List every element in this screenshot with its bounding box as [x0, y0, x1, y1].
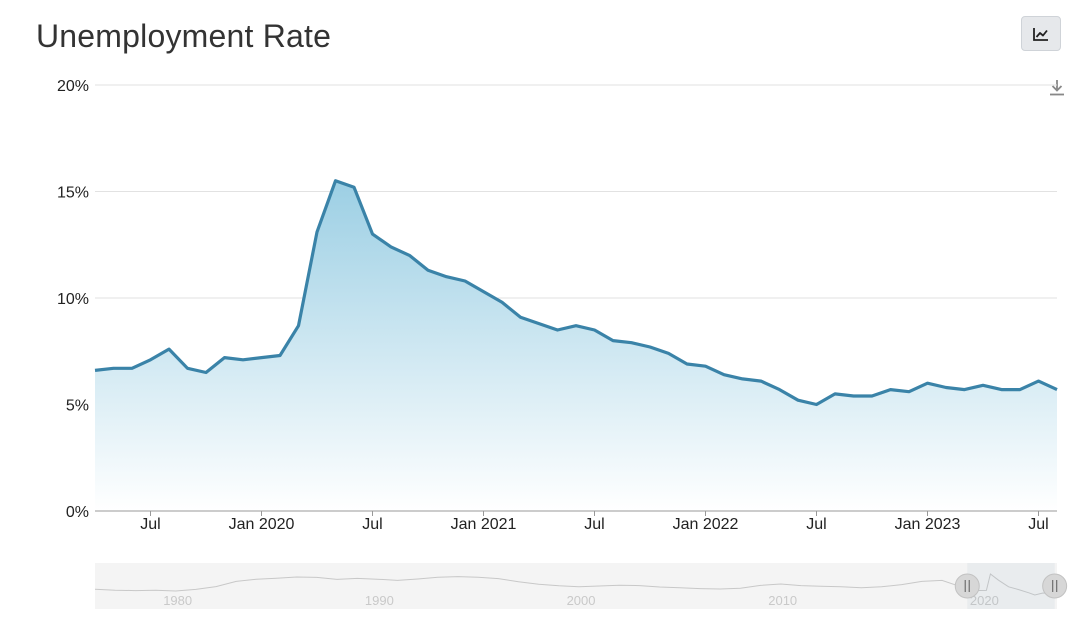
x-tick-label: Jan 2021 — [451, 516, 517, 533]
data-point-2019-07[interactable] — [148, 357, 154, 363]
data-point-2020-01[interactable] — [259, 355, 265, 361]
data-point-2023-07[interactable] — [1036, 378, 1042, 384]
navigator-label: 2000 — [567, 593, 596, 608]
data-point-2019-04[interactable] — [92, 367, 98, 373]
data-point-2023-03[interactable] — [962, 387, 968, 393]
data-point-2019-09[interactable] — [185, 365, 191, 371]
chart-title: Unemployment Rate — [36, 18, 332, 54]
series-area — [95, 180, 1057, 512]
x-tick-label: Jul — [806, 516, 826, 533]
x-tick-label: Jul — [362, 516, 382, 533]
series-unemployment[interactable] — [92, 178, 1060, 512]
line-chart-icon — [1033, 27, 1048, 41]
data-point-2020-07[interactable] — [370, 231, 376, 237]
data-point-2021-08[interactable] — [610, 338, 616, 344]
navigator-label: 1980 — [163, 593, 192, 608]
data-point-2020-05[interactable] — [333, 178, 339, 184]
navigator-selection[interactable] — [967, 563, 1055, 609]
data-point-2022-08[interactable] — [832, 391, 838, 397]
main-chart[interactable]: 0%5%10%15%20% Jul Jan 2020 Jul Jan 2021 Jul J… — [0, 0, 1080, 560]
data-point-2020-09[interactable] — [407, 252, 413, 258]
navigator-series-line — [94, 573, 1057, 596]
data-point-2023-01[interactable] — [925, 380, 931, 386]
x-tick-label: Jan 2020 — [229, 516, 295, 533]
data-point-2021-04[interactable] — [536, 321, 542, 327]
y-tick-label: 5% — [66, 398, 89, 415]
data-point-2021-06[interactable] — [573, 323, 579, 329]
data-point-2021-11[interactable] — [666, 350, 672, 356]
data-point-2020-03[interactable] — [296, 323, 302, 329]
data-point-2022-06[interactable] — [795, 397, 801, 403]
data-point-2023-04[interactable] — [980, 382, 986, 388]
series-line[interactable] — [94, 179, 1058, 407]
data-point-2020-02[interactable] — [277, 353, 283, 359]
data-point-2021-07[interactable] — [592, 327, 598, 333]
data-point-2019-11[interactable] — [222, 355, 228, 361]
x-tick-label: Jul — [140, 516, 160, 533]
navigator-background — [95, 563, 1057, 609]
y-tick-label: 10% — [57, 291, 89, 308]
navigator-handle-left[interactable] — [954, 573, 980, 599]
navigator-handle-right[interactable] — [1042, 573, 1068, 599]
data-point-2022-03[interactable] — [740, 376, 746, 382]
data-point-2021-09[interactable] — [629, 340, 635, 346]
x-tick-label: Jul — [1028, 516, 1048, 533]
data-point-2019-12[interactable] — [240, 357, 246, 363]
data-point-2020-10[interactable] — [425, 267, 431, 273]
data-point-2020-08[interactable] — [388, 244, 394, 250]
data-point-2022-11[interactable] — [888, 387, 894, 393]
data-point-2019-05[interactable] — [111, 365, 117, 371]
data-point-2022-05[interactable] — [777, 387, 783, 393]
data-point-2022-02[interactable] — [721, 372, 727, 378]
data-point-2021-05[interactable] — [555, 327, 561, 333]
x-axis — [95, 510, 1057, 516]
data-point-2022-04[interactable] — [758, 378, 764, 384]
data-point-2021-01[interactable] — [481, 289, 487, 295]
data-point-2021-03[interactable] — [518, 314, 524, 320]
data-point-2023-02[interactable] — [943, 385, 949, 391]
y-axis: 0% 5% 10% 15% 20% — [57, 78, 89, 521]
x-tick-label: Jan 2022 — [673, 516, 739, 533]
data-point-2022-12[interactable] — [906, 389, 912, 395]
data-point-2023-08[interactable] — [1054, 387, 1060, 393]
data-point-2022-01[interactable] — [703, 363, 709, 369]
data-point-2019-06[interactable] — [129, 365, 135, 371]
y-tick-label: 15% — [57, 185, 89, 202]
data-point-2020-06[interactable] — [351, 184, 357, 190]
data-point-2021-10[interactable] — [647, 344, 653, 350]
x-tick-label: Jul — [584, 516, 604, 533]
y-tick-label: 20% — [57, 78, 89, 95]
data-point-2019-10[interactable] — [203, 370, 209, 376]
navigator-label: 2010 — [768, 593, 797, 608]
x-tick-label: Jan 2023 — [895, 516, 961, 533]
x-axis-labels: Jul Jan 2020 Jul Jan 2021 Jul Jan 2022 Jul Jan … — [140, 516, 1048, 533]
data-point-2021-02[interactable] — [499, 299, 505, 305]
data-point-2019-08[interactable] — [166, 346, 172, 352]
data-point-2020-11[interactable] — [444, 274, 450, 280]
data-point-2020-12[interactable] — [462, 278, 468, 284]
navigator-label: 1990 — [365, 593, 394, 608]
chart-type-button[interactable] — [1021, 16, 1061, 51]
data-point-2023-06[interactable] — [1017, 387, 1023, 393]
y-tick-label: 0% — [66, 504, 89, 521]
data-point-2021-12[interactable] — [684, 361, 690, 367]
data-point-2022-10[interactable] — [869, 393, 875, 399]
data-point-2022-09[interactable] — [851, 393, 857, 399]
data-point-2022-07[interactable] — [814, 402, 820, 408]
data-point-2020-04[interactable] — [314, 229, 320, 235]
data-point-2023-05[interactable] — [999, 387, 1005, 393]
